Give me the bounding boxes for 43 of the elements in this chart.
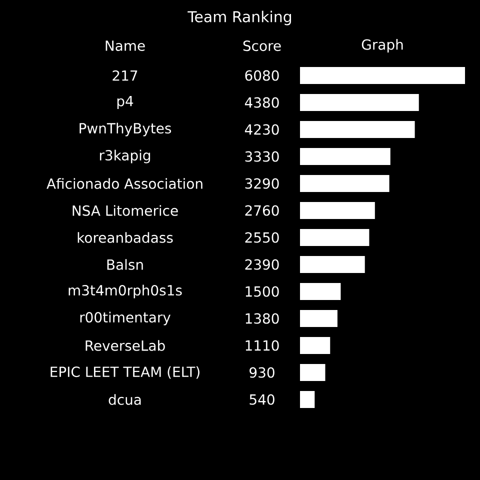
data-label: 3290	[245, 178, 279, 189]
data-label: 1500	[246, 286, 279, 297]
y-tick-label: Balsn	[107, 259, 143, 270]
y-tick-label: p4	[117, 96, 134, 110]
y-tick-label: ReverseLab	[86, 340, 165, 351]
bar	[300, 256, 365, 274]
y-tick-label: dcua	[108, 394, 141, 405]
y-tick-label: PwnThyBytes	[80, 122, 172, 136]
data-label: 6080	[245, 70, 279, 81]
data-label: 2550	[245, 232, 279, 243]
data-label: 540	[250, 394, 274, 405]
data-label: 930	[250, 367, 274, 378]
bar	[300, 364, 326, 382]
y-tick-label: NSA Litomerice	[72, 205, 178, 216]
data-label: 4230	[244, 124, 279, 135]
y-tick-label: 217	[112, 70, 138, 81]
bar	[300, 337, 330, 354]
data-label: 3330	[245, 151, 279, 162]
bar	[300, 94, 419, 112]
bar	[300, 283, 341, 300]
y-tick-label: m3t4m0rph0s1s	[68, 284, 182, 298]
text: Graph	[362, 39, 403, 53]
bar	[300, 229, 370, 246]
chart-title: Team Ranking	[188, 10, 292, 26]
data-label: 4380	[244, 97, 279, 108]
text: Name	[106, 40, 145, 51]
data-label: 2390	[245, 259, 279, 270]
data-label: 1380	[246, 313, 279, 324]
data-label: 2760	[245, 205, 279, 216]
bar	[300, 202, 375, 220]
y-tick-label: EPIC LEET TEAM (ELT)	[50, 366, 200, 379]
y-tick-label: Aficionado Association	[46, 178, 202, 189]
bar	[300, 391, 315, 408]
bar	[300, 67, 466, 84]
y-tick-label: koreanbadass	[78, 232, 173, 243]
bar	[300, 121, 415, 138]
bar	[300, 310, 338, 328]
bar	[300, 148, 390, 166]
bar	[300, 175, 390, 192]
y-tick-label: r3kapig	[100, 150, 150, 164]
text: Score	[243, 40, 281, 52]
data-label: 1110	[246, 340, 279, 351]
y-tick-label: r00timentary	[80, 312, 170, 326]
